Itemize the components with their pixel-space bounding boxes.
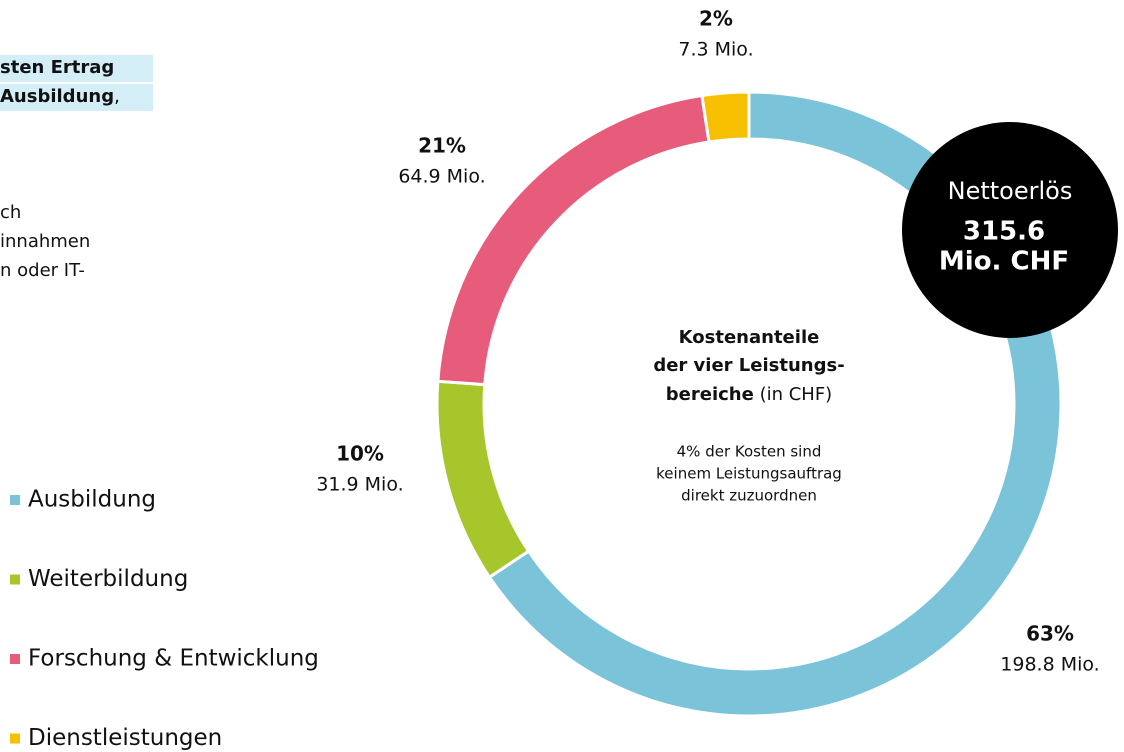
share-label: 10%	[336, 442, 384, 466]
donut-segment	[700, 90, 751, 144]
legend-label: Weiterbildung	[28, 566, 188, 592]
center-note: direkt zuzuordnen	[681, 487, 817, 505]
legend-swatch	[10, 574, 20, 585]
highlight	[0, 84, 153, 111]
value-label: 31.9 Mio.	[316, 474, 403, 496]
legend-label: Ausbildung	[28, 487, 156, 513]
center-note: keinem Leistungsauftrag	[656, 465, 842, 483]
legend-swatch	[10, 495, 20, 505]
center-title: bereiche (in CHF)	[666, 384, 832, 405]
value-label: 64.9 Mio.	[398, 166, 485, 188]
highlight	[0, 55, 153, 82]
share-label: 63%	[1026, 622, 1074, 646]
side-text: ,	[114, 86, 120, 107]
side-text: Ausbildung	[0, 86, 114, 107]
center-unit: (in CHF)	[760, 384, 833, 405]
center-title: Kostenanteile	[679, 327, 820, 348]
side-text: sten Ertrag	[0, 57, 114, 78]
legend-label: Dienstleistungen	[28, 725, 222, 751]
legend-label: Forschung & Entwicklung	[28, 646, 319, 672]
value-label: 198.8 Mio.	[1000, 654, 1099, 676]
side-text: ch	[0, 202, 21, 223]
donut-segment	[436, 93, 711, 387]
badge-unit: Mio. CHF	[939, 247, 1069, 277]
center-title: bereiche	[666, 384, 754, 405]
badge	[902, 122, 1118, 338]
badge-label: Nettoerlös	[948, 177, 1073, 205]
center-note: 4% der Kosten sind	[677, 443, 822, 461]
share-label: 2%	[699, 7, 733, 31]
center-title: der vier Leistungs-	[653, 355, 844, 376]
legend-swatch	[10, 654, 20, 664]
legend-swatch	[10, 733, 20, 744]
value-label: 7.3 Mio.	[678, 39, 753, 61]
side-text: Ausbildung,	[0, 86, 120, 107]
donut-segment	[435, 379, 531, 580]
share-label: 21%	[418, 134, 466, 158]
side-text: innahmen	[0, 231, 90, 252]
badge-value: 315.6	[963, 217, 1045, 247]
side-text: n oder IT-	[0, 260, 85, 281]
